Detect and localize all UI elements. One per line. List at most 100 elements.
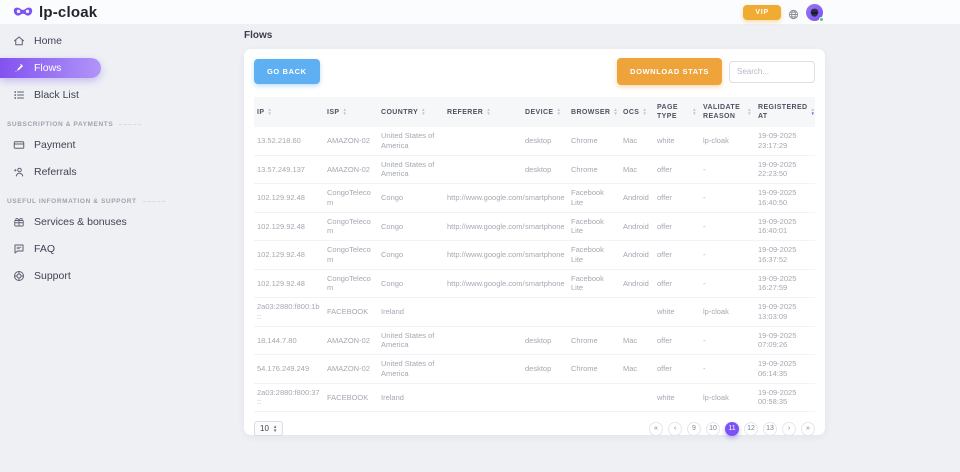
last-page-button[interactable]: » [801, 421, 815, 436]
cell-page-type: offer [654, 183, 700, 213]
cell-page-type: offer [654, 354, 700, 384]
cell-referer [444, 297, 522, 327]
page-button-12[interactable]: 12 [744, 421, 758, 436]
cell-ip: 102.129.92.48 [254, 269, 324, 299]
sidebar-section-title: Subscription & payments [0, 121, 240, 128]
column-header-country[interactable]: Country ▲ ▼ [381, 107, 427, 117]
cell-ocs: Android [620, 269, 654, 299]
cell-isp: AMAZON-02 [324, 127, 378, 156]
cell-isp: FACEBOOK [324, 383, 378, 413]
sort-icon[interactable]: ▲ ▼ [747, 107, 752, 117]
cell-ip: 2a03:2880:f800:1b:: [254, 297, 324, 327]
sidebar-item-faq[interactable]: FAQ [0, 239, 170, 259]
cell-registered-at: 19-09-2025 22:23:50 [755, 155, 815, 185]
page-button-13[interactable]: 13 [763, 421, 777, 436]
cell-browser: Chrome [568, 127, 620, 156]
cell-ip: 54.176.249.249 [254, 354, 324, 384]
first-page-button[interactable]: « [649, 421, 663, 436]
cell-validate-reason: - [700, 183, 755, 213]
sidebar-item-support[interactable]: Support [0, 266, 170, 286]
table-row: 54.176.249.249 AMAZON-02 United States of … [254, 354, 815, 384]
column-header-ocs[interactable]: Ocs ▲ ▼ [623, 107, 648, 117]
online-status-dot [819, 16, 824, 22]
column-header-browser[interactable]: Browser ▲ ▼ [571, 107, 619, 117]
next-page-button[interactable]: › [782, 421, 796, 436]
table-row: 102.129.92.48 CongoTelecom Congo http://www… [254, 212, 815, 242]
cell-page-type: offer [654, 269, 700, 299]
prev-page-button[interactable]: ‹ [668, 421, 682, 436]
cell-device [522, 383, 568, 413]
logo[interactable]: lp-cloak [0, 4, 97, 21]
sort-icon[interactable]: ▲ ▼ [613, 107, 619, 117]
table-row: 102.129.92.48 CongoTelecom Congo http://www… [254, 269, 815, 299]
page-size-select[interactable]: 10 ▲ ▼ [254, 421, 284, 437]
cell-browser: Facebook Lite [568, 212, 620, 242]
cell-browser [568, 383, 620, 413]
column-header-validate-reason[interactable]: Validate reason ▲ ▼ [703, 104, 752, 121]
cell-ocs: Mac [620, 155, 654, 185]
cell-ocs [620, 297, 654, 327]
sort-icon[interactable]: ▲ ▼ [342, 107, 348, 117]
sidebar-item-flows[interactable]: Flows [0, 58, 101, 78]
cell-device: desktop [522, 354, 568, 384]
cell-referer: http://www.google.com/ [444, 240, 525, 270]
search-input[interactable] [729, 60, 815, 83]
sort-icon[interactable]: ▲ ▼ [421, 107, 427, 117]
sidebar-item-services-bonuses[interactable]: Services & bonuses [0, 212, 170, 232]
sidebar-item-label: FAQ [34, 243, 56, 255]
sidebar-item-label: Home [34, 35, 63, 47]
cell-validate-reason: - [700, 326, 755, 356]
table-row: 13.52.218.60 AMAZON-02 United States of Am… [254, 127, 815, 156]
cell-isp: CongoTelecom [324, 269, 378, 299]
cell-validate-reason: lp-cloak [700, 383, 755, 413]
sort-icon[interactable]: ▲ ▼ [692, 107, 697, 117]
page-button-10[interactable]: 10 [706, 421, 720, 436]
table-row: 2a03:2880:f800:37:: FACEBOOK Ireland white l… [254, 383, 815, 413]
card-footer: 10 ▲ ▼ « ‹ 9 10 11 12 13 › » [254, 421, 815, 437]
cell-ocs [620, 383, 654, 413]
cell-country: Ireland [378, 297, 444, 327]
sidebar-item-label: Services & bonuses [34, 216, 127, 228]
download-stats-button[interactable]: DOWNLOAD STATS [617, 58, 722, 85]
cell-validate-reason: - [700, 240, 755, 270]
sort-icon[interactable]: ▲ ▼ [642, 107, 648, 117]
sidebar-item-referrals[interactable]: Referrals [0, 162, 170, 182]
sort-icon[interactable]: ▲ ▼ [556, 107, 562, 117]
column-header-ip[interactable]: IP ▲ ▼ [257, 107, 273, 117]
column-header-device[interactable]: Device ▲ ▼ [525, 107, 562, 117]
avatar[interactable] [806, 3, 824, 22]
column-header-referer[interactable]: Referer ▲ ▼ [447, 107, 492, 117]
sort-icon[interactable]: ▲ ▼ [267, 107, 273, 117]
cell-ocs: Mac [620, 354, 654, 384]
logo-text: lp-cloak [39, 3, 98, 21]
sidebar-sections: Subscription & payments Payment Referrals U… [0, 121, 240, 286]
sidebar-item-black-list[interactable]: Black List [0, 85, 170, 105]
sidebar-main-items: Home Flows Black List [0, 31, 240, 105]
vip-button[interactable]: VIP [743, 4, 781, 20]
globe-icon[interactable] [788, 7, 799, 19]
payment-icon [13, 139, 25, 151]
column-header-registered-at[interactable]: Registered at ▲ ▼ [758, 104, 816, 121]
sort-icon[interactable]: ▲ ▼ [486, 107, 492, 117]
go-back-button[interactable]: GO BACK [254, 59, 320, 84]
sort-icon[interactable]: ▲ ▼ [810, 107, 816, 117]
cell-country: United States of America [378, 326, 444, 356]
cell-browser: Chrome [568, 155, 620, 185]
column-header-page-type[interactable]: Page type ▲ ▼ [657, 104, 697, 121]
sidebar-item-home[interactable]: Home [0, 31, 170, 51]
mask-logo-icon [13, 5, 33, 19]
column-header-isp[interactable]: ISP ▲ ▼ [327, 107, 348, 117]
page-button-9[interactable]: 9 [687, 421, 701, 436]
cell-registered-at: 19-09-2025 00:58:35 [755, 383, 815, 413]
support-icon [13, 270, 25, 282]
page-button-11[interactable]: 11 [725, 421, 739, 436]
cell-ip: 13.52.218.60 [254, 127, 324, 156]
cell-referer [444, 155, 522, 185]
sidebar-item-label: Referrals [34, 166, 77, 178]
cell-isp: AMAZON-02 [324, 326, 378, 356]
cell-isp: AMAZON-02 [324, 155, 378, 185]
table-row: 13.57.249.137 AMAZON-02 United States of A… [254, 155, 815, 185]
cell-referer [444, 326, 522, 356]
sidebar-item-payment[interactable]: Payment [0, 135, 170, 155]
cell-referer [444, 383, 522, 413]
